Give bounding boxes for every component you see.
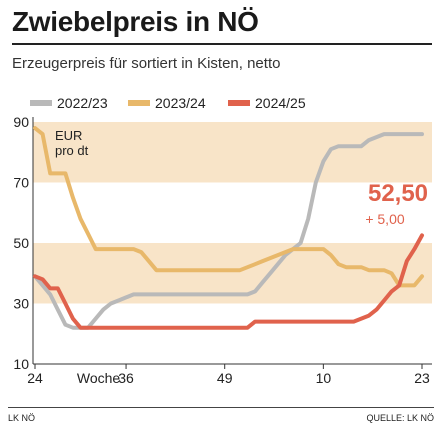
source-left: LK NÖ	[8, 413, 36, 423]
latest-value-label: 52,50	[368, 180, 428, 207]
y-tick-50: 50	[13, 235, 29, 251]
chart-bands	[33, 122, 432, 304]
band-1	[33, 122, 432, 183]
series-line-2	[33, 233, 424, 330]
x-tick-10: 10	[316, 370, 332, 386]
x-tick-23: 23	[414, 370, 430, 386]
y-tick-10: 10	[13, 356, 29, 372]
chart-axes: 10 30 50 70 90 24 36 49 10 23 Woche	[13, 114, 432, 386]
legend-label-1: 2023/24	[155, 95, 206, 111]
chart-legend: 2022/23 2023/24 2024/25	[30, 95, 306, 111]
line-chart: 10 30 50 70 90 24 36 49 10 23 Woche 2022/23 2023/24…	[13, 95, 432, 386]
unit-label-1: pro dt	[55, 143, 89, 158]
legend-label-0: 2022/23	[57, 95, 108, 111]
unit-label-0: EUR	[55, 128, 82, 143]
footer-rule	[8, 407, 434, 408]
x-axis-label: Woche	[77, 370, 121, 386]
y-tick-90: 90	[13, 114, 29, 130]
y-tick-30: 30	[13, 296, 29, 312]
page-title: Zwiebelpreis in NÖ	[12, 6, 259, 37]
x-tick-24: 24	[27, 370, 43, 386]
x-tick-36: 36	[118, 370, 134, 386]
latest-change-label: + 5,00	[365, 211, 405, 227]
chart-lines	[33, 126, 424, 330]
chart-subtitle: Erzeugerpreis für sortiert in Kisten, ne…	[12, 55, 281, 72]
series-line-0	[33, 132, 424, 330]
legend-label-2: 2024/25	[255, 95, 306, 111]
title-rule	[12, 43, 432, 45]
y-tick-70: 70	[13, 175, 29, 191]
series-line-1	[33, 126, 424, 288]
x-tick-49: 49	[217, 370, 233, 386]
source-right: QUELLE: LK NÖ	[366, 413, 434, 423]
